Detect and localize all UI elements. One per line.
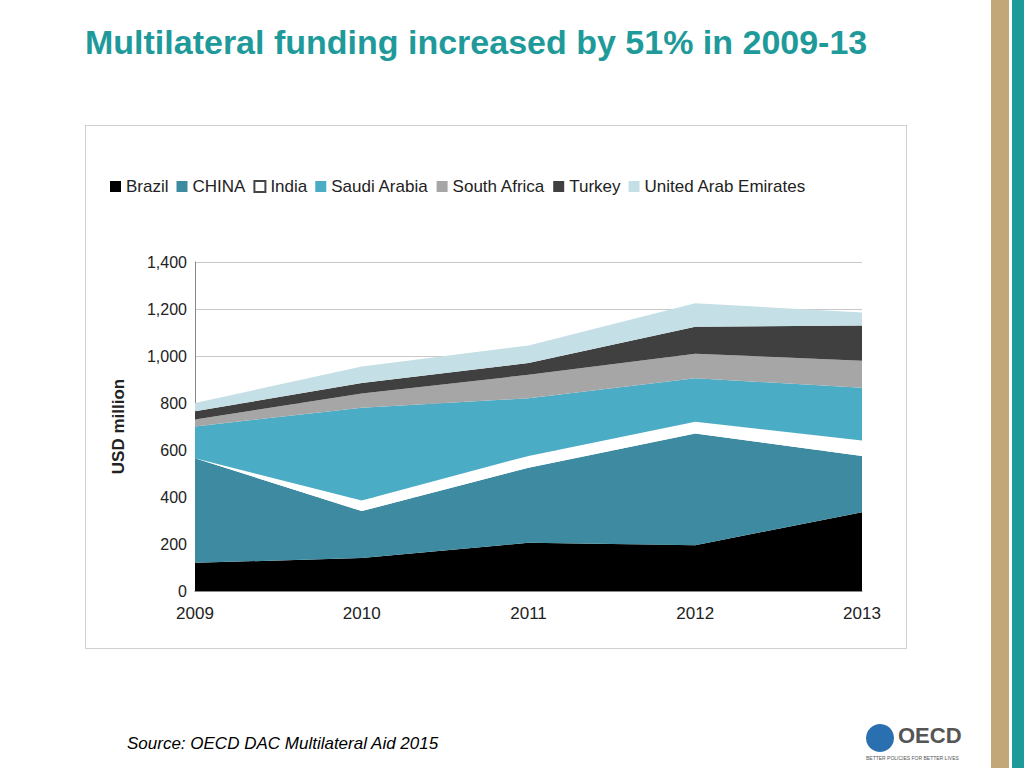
svg-text:2011: 2011 — [510, 604, 547, 623]
svg-text:0: 0 — [178, 583, 187, 600]
svg-text:1,400: 1,400 — [147, 254, 187, 271]
svg-text:Multilateral funding increased: Multilateral funding increased by 51% in… — [85, 23, 867, 61]
svg-text:USD million: USD million — [109, 379, 128, 474]
svg-text:1,000: 1,000 — [147, 348, 187, 365]
svg-text:CHINA: CHINA — [193, 177, 247, 196]
svg-text:2009: 2009 — [176, 604, 214, 623]
svg-text:OECD: OECD — [898, 723, 962, 748]
svg-text:Source: OECD DAC Multilateral: Source: OECD DAC Multilateral Aid 2015 — [127, 734, 439, 753]
svg-text:India: India — [270, 177, 307, 196]
svg-text:Saudi Arabia: Saudi Arabia — [331, 177, 428, 196]
svg-text:2012: 2012 — [676, 604, 714, 623]
svg-text:Brazil: Brazil — [126, 177, 169, 196]
svg-text:200: 200 — [160, 536, 187, 553]
svg-text:BETTER POLICIES FOR BETTER LIV: BETTER POLICIES FOR BETTER LIVES — [866, 755, 959, 761]
svg-text:South Africa: South Africa — [453, 177, 545, 196]
svg-text:600: 600 — [160, 442, 187, 459]
svg-text:400: 400 — [160, 489, 187, 506]
svg-text:Turkey: Turkey — [569, 177, 621, 196]
svg-text:2013: 2013 — [843, 604, 881, 623]
svg-text:800: 800 — [160, 395, 187, 412]
svg-text:1,200: 1,200 — [147, 301, 187, 318]
svg-text:2010: 2010 — [343, 604, 381, 623]
svg-text:United Arab Emirates: United Arab Emirates — [645, 177, 806, 196]
